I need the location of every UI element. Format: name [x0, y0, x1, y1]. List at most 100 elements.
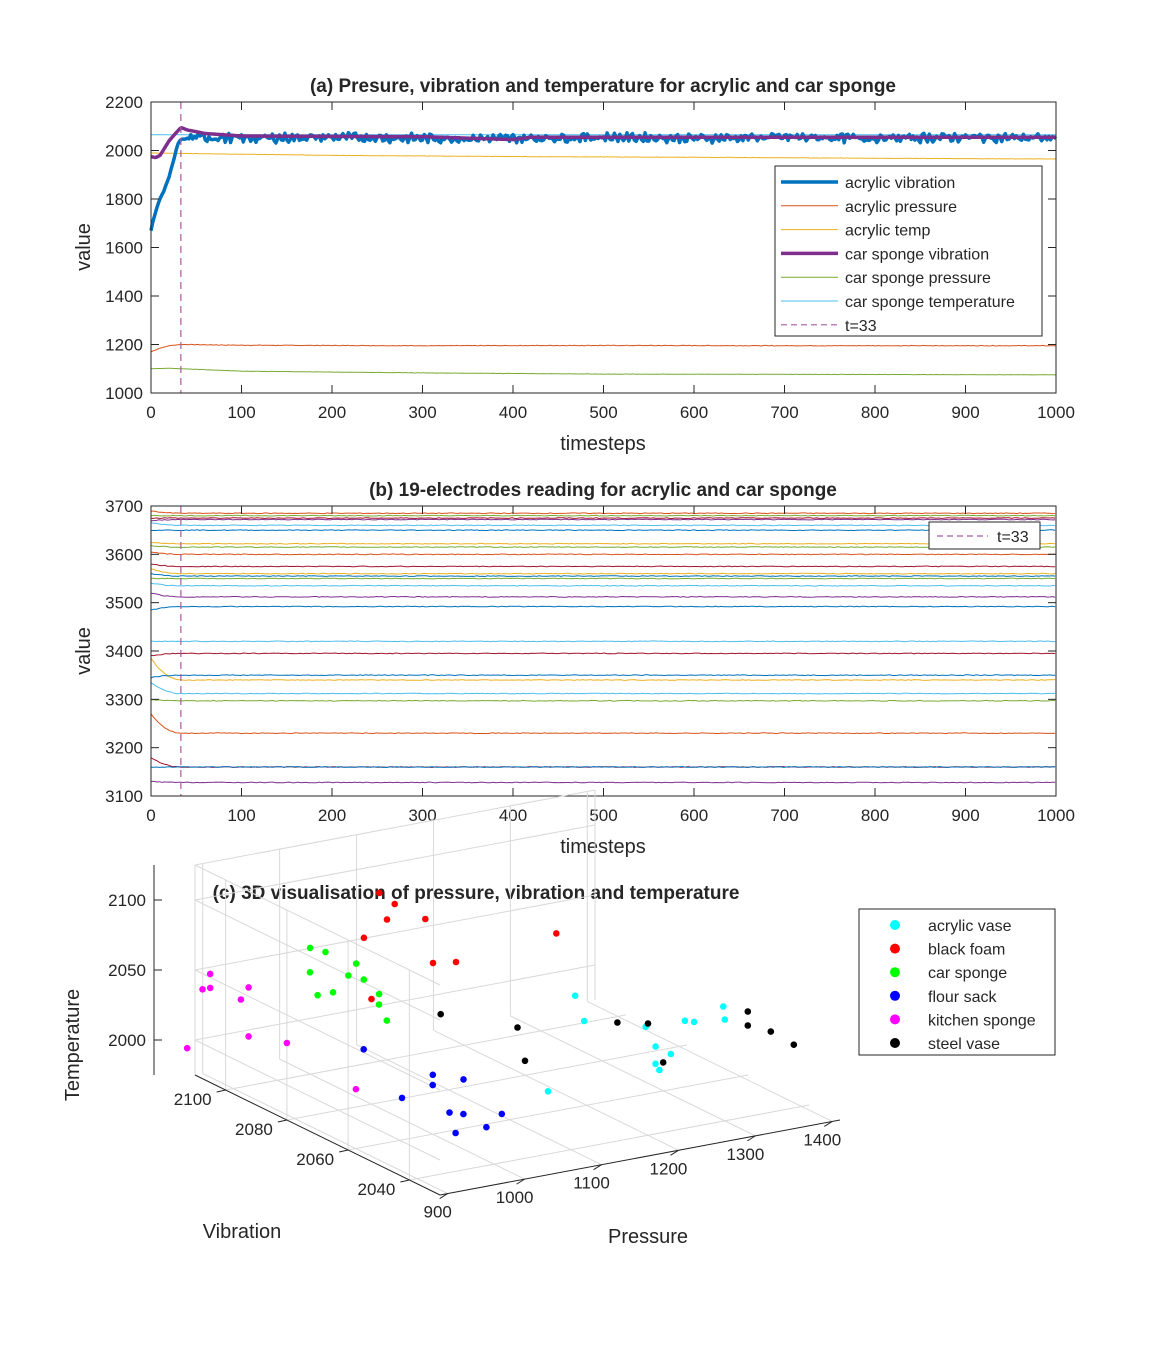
legend-label: car sponge vibration [845, 246, 989, 263]
panel-a-legend: acrylic vibration acrylic pressure acrylic… [774, 165, 1043, 337]
scatter-point-acrylic-vase [681, 1017, 689, 1025]
grid-line-floor-y [225, 1014, 626, 1091]
x-tick-label: 100 [227, 403, 255, 422]
x-tick-label: 900 [951, 806, 979, 825]
pressure-axis-line [439, 1119, 841, 1196]
y-tick-label: 3300 [105, 690, 143, 709]
panel-a-ylabel: value [73, 223, 95, 271]
scatter-point-car-sponge [352, 960, 360, 967]
series-line-car-sponge-pressure [151, 367, 1057, 376]
y-tick-label: 1600 [105, 239, 143, 258]
legend-marker [890, 967, 900, 978]
legend-label: black foam [928, 942, 1005, 959]
scatter-point-steel-vase [614, 1019, 621, 1026]
legend-label: t=33 [845, 318, 877, 335]
grid-line-floor-y [409, 1104, 810, 1181]
panel-c-zlabel: Temperature [62, 989, 84, 1101]
panel-b-ticks: 0 100 200 300 400 500 600 700 800 900 1000 3100 3200… [105, 497, 1075, 825]
scatter-point-acrylic-vase [720, 1003, 727, 1010]
legend-label: car sponge temperature [845, 294, 1015, 311]
scatter-point-steel-vase [644, 1020, 652, 1027]
panel-c-3d-grid [194, 789, 841, 1196]
panel-a-series [149, 102, 1058, 393]
y-tick-label: 3600 [105, 545, 143, 564]
panel-c-points [183, 889, 798, 1137]
series-line-car-sponge-vibration [150, 126, 1056, 160]
scatter-point-flour-sack [446, 1109, 453, 1116]
grid-line-sidewall-z [194, 1039, 441, 1161]
y-tick-label: 1400 [105, 287, 143, 306]
panel-b: (b) 19-electrodes reading for acrylic an… [73, 480, 1075, 858]
x-tick-label: 0 [146, 403, 155, 422]
scatter-point-flour-sack [460, 1076, 467, 1083]
legend-marker [890, 990, 900, 1001]
scatter-point-car-sponge [345, 972, 352, 979]
pressure-tick-mark [824, 1121, 833, 1127]
electrode-line [150, 640, 1056, 643]
grid-edge [194, 864, 441, 986]
grid-line-floor-x [510, 1015, 756, 1137]
scatter-point-kitchen-sponge [183, 1044, 191, 1052]
scatter-point-acrylic-vase [721, 1016, 729, 1023]
x-tick-label: 700 [770, 806, 798, 825]
electrode-line [150, 682, 1056, 695]
scatter-point-kitchen-sponge [245, 984, 252, 991]
scatter-point-acrylic-vase [580, 1017, 588, 1025]
scatter-point-car-sponge [360, 976, 368, 983]
series-line-acrylic-temp [150, 152, 1057, 160]
electrode-line [150, 699, 1056, 702]
vibration-tick-label: 2100 [174, 1090, 212, 1109]
scatter-point-acrylic-vase [667, 1050, 675, 1058]
pressure-tick-mark [439, 1193, 448, 1199]
x-tick-label: 300 [408, 806, 436, 825]
scatter-point-black-foam [360, 934, 368, 942]
scatter-point-acrylic-vase [571, 992, 579, 999]
panel-c-title: (c) 3D visualisation of pressure, vibrat… [213, 883, 740, 904]
grid-line-floor-x [279, 1058, 525, 1180]
electrode-line [150, 658, 1056, 681]
scatter-point-acrylic-vase [656, 1066, 663, 1074]
scatter-point-steel-vase [744, 1022, 752, 1029]
scatter-point-kitchen-sponge [245, 1033, 252, 1040]
pressure-tick-mark [670, 1149, 679, 1156]
scatter-point-black-foam [368, 995, 375, 1003]
scatter-point-flour-sack [460, 1110, 467, 1118]
vibration-tick-label: 2040 [358, 1180, 396, 1199]
panel-c-ticks: 900 1000 1100 1200 1300 1400 2040 2060 2080 2100 2… [108, 865, 841, 1222]
x-tick-label: 300 [408, 403, 436, 422]
legend-label: car sponge pressure [845, 270, 991, 287]
panel-a-ticks: 0 100 200 300 400 500 600 700 800 900 1000 1000 1200… [105, 93, 1075, 422]
temperature-tick-label: 2000 [108, 1031, 146, 1050]
scatter-point-car-sponge [306, 944, 314, 952]
legend-label: car sponge [928, 965, 1007, 982]
y-tick-label: 2000 [105, 142, 143, 161]
y-tick-label: 1000 [105, 384, 143, 403]
scatter-point-car-sponge [329, 989, 337, 996]
pressure-tick-label: 1400 [803, 1130, 841, 1149]
electrode-line [150, 780, 1056, 784]
panel-c-legend: acrylic vase black foam car sponge flour sa… [858, 908, 1056, 1056]
scatter-point-black-foam [429, 959, 437, 967]
scatter-point-car-sponge [383, 1017, 391, 1024]
pressure-tick-mark [593, 1164, 602, 1171]
scatter-point-flour-sack [360, 1046, 368, 1053]
x-tick-label: 400 [499, 403, 527, 422]
y-tick-label: 3200 [105, 739, 143, 758]
grid-line-backwall-z [194, 894, 596, 971]
panel-b-ylabel: value [73, 627, 95, 675]
panel-c: (c) 3D visualisation of pressure, vibrat… [62, 789, 1056, 1248]
grid-line-sidewall-z [194, 969, 441, 1091]
panel-c-legend-box [858, 908, 1056, 1056]
y-tick-label: 3500 [105, 594, 143, 613]
panel-c-ylabel: Vibration [203, 1221, 282, 1243]
grid-edge [194, 789, 596, 866]
legend-label: kitchen sponge [928, 1012, 1036, 1029]
y-tick-label: 3700 [105, 497, 143, 516]
scatter-point-steel-vase [744, 1008, 752, 1015]
vibration-tick-mark [277, 1119, 287, 1123]
scatter-point-acrylic-vase [652, 1060, 659, 1068]
panel-a: (a) Presure, vibration and temperature f… [73, 76, 1075, 455]
x-tick-label: 500 [589, 403, 617, 422]
scatter-point-acrylic-vase [652, 1043, 659, 1050]
electrode-line [150, 529, 1056, 532]
